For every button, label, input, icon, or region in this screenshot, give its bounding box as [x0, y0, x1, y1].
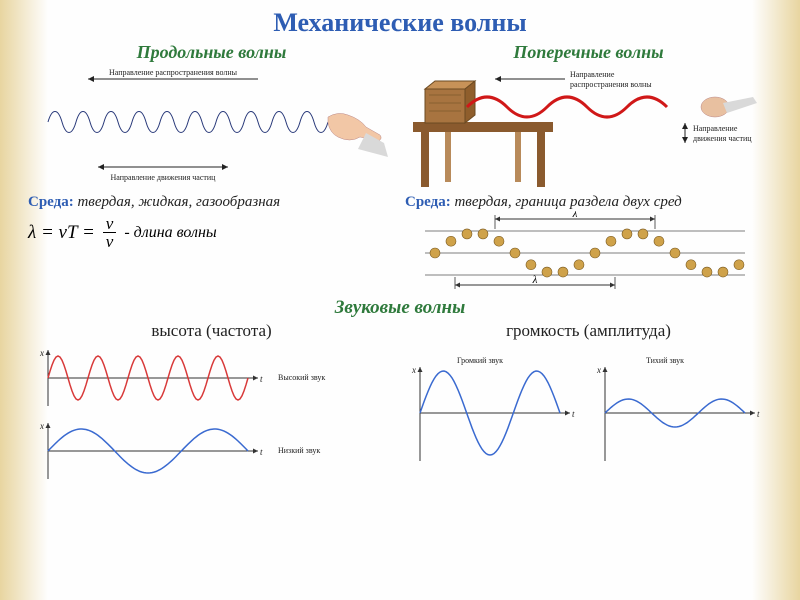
svg-text:x: x [39, 348, 44, 358]
block-icon [425, 81, 475, 123]
medium-label: Среда: [28, 194, 74, 210]
hand-icon [328, 113, 388, 157]
medium-label-r: Среда: [405, 194, 451, 210]
svg-text:Низкий звук: Низкий звук [278, 446, 320, 455]
hand-right-icon [701, 97, 757, 117]
wavelength-formula: λ = vT = v ν - длина волны [28, 215, 395, 250]
svg-text:t: t [260, 447, 263, 457]
svg-text:Высокий звук: Высокий звук [278, 373, 325, 382]
spring-icon [48, 112, 328, 133]
transverse-diagram: Направление распространения волны Направ… [405, 67, 772, 192]
loudness-charts: x t Громкий звук x t Тихий звук [405, 343, 765, 488]
transverse-medium: Среда: твердая, граница раздела двух сре… [405, 194, 772, 211]
formula-description: - длина волны [124, 224, 216, 242]
particle-label-r2: движения частиц [693, 134, 752, 143]
svg-text:t: t [260, 374, 263, 384]
svg-text:t: t [757, 409, 760, 419]
svg-text:Громкий звук: Громкий звук [457, 356, 503, 365]
longitudinal-diagram: Направление распространения волны Направ… [28, 67, 395, 192]
medium-value: твердая, жидкая, газообразная [77, 194, 280, 210]
formula-denominator: ν [103, 233, 117, 250]
pitch-column: высота (частота) x t Высокий звук x t [28, 321, 395, 488]
page-title: Механические волны [28, 8, 772, 38]
pitch-charts: x t Высокий звук x t Низкий звук [28, 343, 388, 488]
longitudinal-column: Продольные волны Направление распростран… [28, 42, 395, 291]
formula-numerator: v [103, 215, 117, 233]
svg-text:x: x [596, 365, 601, 375]
particle-motion-label: Направление движения частиц [111, 173, 217, 182]
svg-text:Тихий звук: Тихий звук [646, 356, 684, 365]
loudness-column: громкость (амплитуда) x t Громкий звук x… [405, 321, 772, 488]
table-icon [413, 122, 553, 187]
medium-value-r: твердая, граница раздела двух сред [454, 194, 681, 210]
lambda-top: λ [572, 211, 578, 220]
transverse-subtitle: Поперечные волны [405, 42, 772, 63]
wave-type-columns: Продольные волны Направление распростран… [28, 42, 772, 291]
svg-text:x: x [39, 421, 44, 431]
svg-text:t: t [572, 409, 575, 419]
svg-text:x: x [411, 365, 416, 375]
longitudinal-subtitle: Продольные волны [28, 42, 395, 63]
particle-label-r: Направление [693, 124, 738, 133]
sound-title: Звуковые волны [28, 297, 772, 319]
formula-lhs: λ = vT = [28, 222, 95, 244]
formula-fraction: v ν [103, 215, 117, 250]
lambda-bottom: λ [532, 274, 538, 286]
longitudinal-medium: Среда: твердая, жидкая, газообразная [28, 194, 395, 211]
rope-wave [467, 97, 667, 117]
propagation-label: Направление распространения волны [109, 68, 238, 77]
wavelength-beads-diagram: λ λ [405, 211, 772, 291]
sound-row: высота (частота) x t Высокий звук x t [28, 321, 772, 488]
propagation-label-r: Направление [570, 70, 615, 79]
pitch-label: высота (частота) [28, 321, 395, 341]
propagation-label-r2: распространения волны [570, 80, 652, 89]
transverse-column: Поперечные волны [405, 42, 772, 291]
loudness-label: громкость (амплитуда) [405, 321, 772, 341]
